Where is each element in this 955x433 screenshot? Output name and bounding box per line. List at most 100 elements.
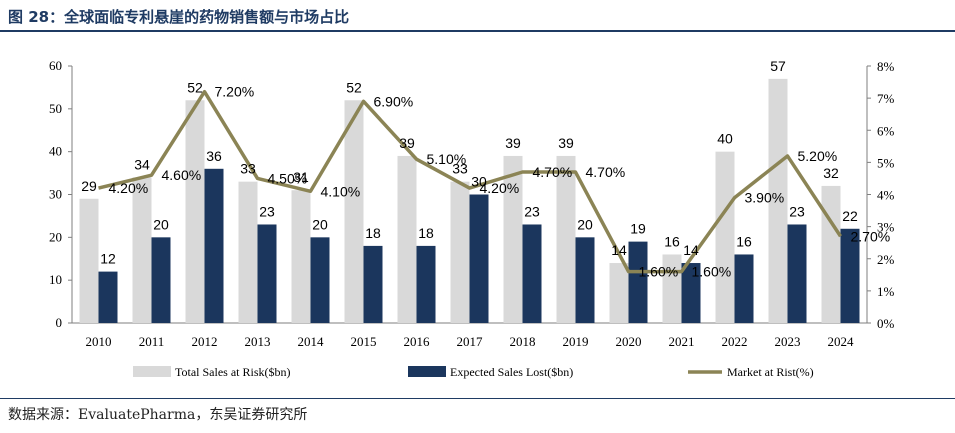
bar-total-sales <box>238 181 258 323</box>
title-rule <box>0 30 955 32</box>
bar-total-sales <box>397 155 417 323</box>
label-total-sales: 31 <box>293 169 309 185</box>
bar-sales-lost <box>151 237 171 323</box>
label-sales-lost: 18 <box>365 225 381 241</box>
label-sales-lost: 30 <box>471 174 487 190</box>
label-total-sales: 52 <box>346 79 362 95</box>
y-left-tick-label: 40 <box>49 144 62 159</box>
bar-sales-lost <box>681 263 701 323</box>
bar-total-sales <box>450 181 470 323</box>
x-tick-label: 2017 <box>457 334 484 349</box>
bar-total-sales <box>132 177 152 323</box>
label-sales-lost: 12 <box>100 251 116 267</box>
x-tick-label: 2011 <box>139 334 165 349</box>
label-total-sales: 34 <box>134 156 150 172</box>
bar-sales-lost <box>575 237 595 323</box>
line-market-share <box>98 89 842 274</box>
x-tick-label: 2014 <box>298 334 325 349</box>
x-tick-label: 2021 <box>669 334 695 349</box>
y-right-tick-label: 1% <box>877 284 895 299</box>
bar-sales-lost <box>257 224 277 323</box>
x-tick-label: 2018 <box>510 334 536 349</box>
x-tick-label: 2016 <box>404 334 431 349</box>
label-market-share: 4.10% <box>321 183 361 199</box>
label-market-share: 4.70% <box>533 164 573 180</box>
label-market-share: 1.60% <box>639 264 679 280</box>
label-market-share: 5.20% <box>798 148 838 164</box>
label-market-share: 6.90% <box>374 93 414 109</box>
y-left-tick-label: 20 <box>49 229 62 244</box>
x-tick-label: 2023 <box>775 334 801 349</box>
bar-sales-lost <box>310 237 330 323</box>
y-right-tick-label: 5% <box>877 155 895 170</box>
bar-sales-lost <box>840 228 860 323</box>
label-sales-lost: 23 <box>789 203 805 219</box>
y-right-tick-label: 3% <box>877 220 895 235</box>
bar-sales-lost <box>628 241 648 323</box>
bar-sales-lost <box>204 168 224 323</box>
label-total-sales: 16 <box>664 233 680 249</box>
label-sales-lost: 14 <box>683 242 699 258</box>
bar-sales-lost <box>416 245 436 323</box>
x-tick-label: 2019 <box>563 334 589 349</box>
label-market-share: 2.70% <box>851 228 891 244</box>
label-sales-lost: 23 <box>259 203 275 219</box>
y-left-tick-label: 10 <box>49 272 62 287</box>
legend-label-share: Market at Rist(%) <box>727 365 814 379</box>
label-sales-lost: 20 <box>577 216 593 232</box>
x-tick-label: 2013 <box>245 334 271 349</box>
label-market-share: 7.20% <box>215 84 255 100</box>
legend-label-lost: Expected Sales Lost($bn) <box>450 365 573 379</box>
bar-total-sales <box>344 100 364 324</box>
legend-label-total: Total Sales at Risk($bn) <box>175 365 290 379</box>
y-left-tick-label: 0 <box>56 315 63 330</box>
bar-line-chart: 0 10 20 30 40 50 60 0% 1% 2% 3% 4% 5% 6% 7% 8% 2010 2011 2… <box>49 58 895 379</box>
bar-sales-lost <box>522 224 542 323</box>
label-market-share: 1.60% <box>692 264 732 280</box>
label-total-sales: 32 <box>823 165 839 181</box>
label-sales-lost: 20 <box>153 216 169 232</box>
y-right-tick-label: 4% <box>877 188 895 203</box>
label-sales-lost: 20 <box>312 216 328 232</box>
bar-sales-lost <box>787 224 807 323</box>
label-total-sales: 33 <box>240 161 256 177</box>
label-market-share: 4.60% <box>162 167 202 183</box>
label-total-sales: 14 <box>611 242 627 258</box>
label-total-sales: 39 <box>558 135 574 151</box>
bar-total-sales <box>185 100 205 324</box>
label-market-share: 4.20% <box>109 180 149 196</box>
title-bar: 图 28：全球面临专利悬崖的药物销售额与市场占比 <box>0 0 955 30</box>
bar-total-sales <box>821 185 841 323</box>
x-tick-label: 2010 <box>86 334 112 349</box>
label-sales-lost: 19 <box>630 221 646 237</box>
label-sales-lost: 36 <box>206 148 222 164</box>
legend-swatch-lost <box>408 366 446 377</box>
bar-sales-lost <box>98 271 118 323</box>
y-right-tick-label: 2% <box>877 252 895 267</box>
y-left-tick-label: 30 <box>49 187 62 202</box>
y-left-tick-label: 50 <box>49 101 62 116</box>
label-sales-lost: 16 <box>736 233 752 249</box>
label-sales-lost: 23 <box>524 203 540 219</box>
label-market-share: 3.90% <box>745 190 785 206</box>
x-tick-label: 2012 <box>192 334 218 349</box>
y-right-tick-label: 6% <box>877 123 895 138</box>
y-left-tick-label: 60 <box>49 58 62 73</box>
x-tick-label: 2015 <box>351 334 377 349</box>
bar-sales-lost <box>469 194 489 323</box>
label-market-share: 4.70% <box>586 164 626 180</box>
label-sales-lost: 22 <box>842 208 858 224</box>
label-total-sales: 39 <box>399 135 415 151</box>
label-total-sales: 39 <box>505 135 521 151</box>
bar-total-sales <box>291 190 311 323</box>
bar-total-sales <box>503 155 523 323</box>
x-tick-label: 2020 <box>616 334 642 349</box>
source-rule <box>0 398 955 399</box>
label-sales-lost: 18 <box>418 225 434 241</box>
figure-title: 图 28：全球面临专利悬崖的药物销售额与市场占比 <box>8 8 350 26</box>
bar-total-sales <box>715 151 735 323</box>
y-right-tick-label: 7% <box>877 91 895 106</box>
label-total-sales: 40 <box>717 131 733 147</box>
bar-total-sales <box>768 78 788 323</box>
label-market-share: 4.20% <box>480 180 520 196</box>
